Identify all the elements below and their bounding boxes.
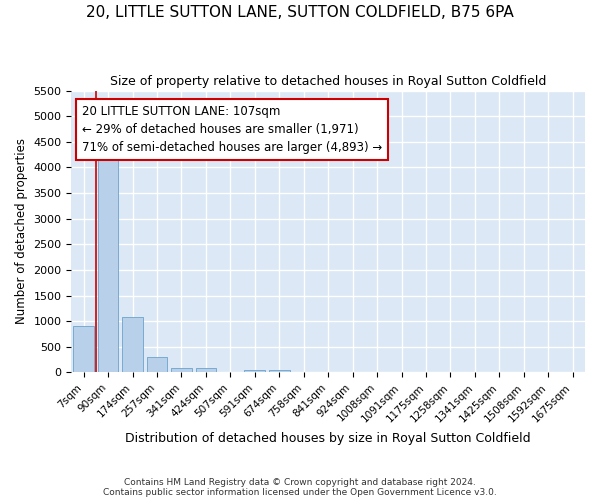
X-axis label: Distribution of detached houses by size in Royal Sutton Coldfield: Distribution of detached houses by size … xyxy=(125,432,531,445)
Bar xyxy=(98,136,118,372)
Y-axis label: Number of detached properties: Number of detached properties xyxy=(15,138,28,324)
Bar xyxy=(196,368,217,372)
Bar xyxy=(122,318,143,372)
Bar xyxy=(269,370,290,372)
Title: Size of property relative to detached houses in Royal Sutton Coldfield: Size of property relative to detached ho… xyxy=(110,75,547,88)
Text: 20 LITTLE SUTTON LANE: 107sqm
← 29% of detached houses are smaller (1,971)
71% o: 20 LITTLE SUTTON LANE: 107sqm ← 29% of d… xyxy=(82,104,382,154)
Bar xyxy=(73,326,94,372)
Text: Contains HM Land Registry data © Crown copyright and database right 2024.
Contai: Contains HM Land Registry data © Crown c… xyxy=(103,478,497,497)
Text: 20, LITTLE SUTTON LANE, SUTTON COLDFIELD, B75 6PA: 20, LITTLE SUTTON LANE, SUTTON COLDFIELD… xyxy=(86,5,514,20)
Bar xyxy=(146,357,167,372)
Bar xyxy=(244,370,265,372)
Bar xyxy=(171,368,192,372)
